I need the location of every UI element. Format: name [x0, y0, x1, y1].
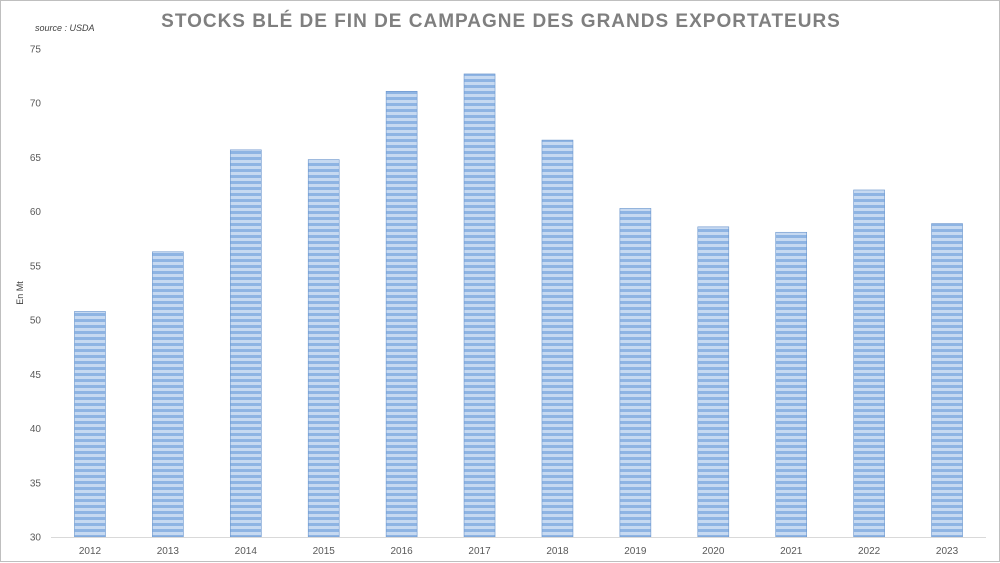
- bar-2015: [307, 159, 340, 538]
- y-axis-title: En Mt: [15, 281, 25, 305]
- bar-2019: [619, 208, 652, 538]
- x-axis: 2012 2013 2014 2015 2016 2017 2018 2019 2020 2021…: [79, 546, 959, 557]
- bar-2021: [775, 231, 808, 538]
- y-tick-label: 65: [30, 153, 42, 164]
- y-tick-label: 55: [30, 261, 42, 272]
- bar-2012: [74, 311, 106, 538]
- chart-title: STOCKS BLÉ DE FIN DE CAMPAGNE DES GRANDS…: [161, 11, 841, 32]
- x-tick-label: 2021: [780, 546, 803, 557]
- bar-2017: [463, 73, 496, 538]
- x-tick-label: 2014: [235, 546, 258, 557]
- bar-2023: [931, 223, 963, 538]
- bar-series: [74, 73, 963, 538]
- bar-2022: [853, 189, 885, 538]
- y-axis: 30 35 40 45 50 55 60 65 70 75: [30, 45, 42, 544]
- x-tick-label: 2017: [468, 546, 491, 557]
- x-tick-label: 2022: [858, 546, 881, 557]
- x-tick-label: 2013: [157, 546, 180, 557]
- bar-2013: [152, 251, 184, 538]
- x-tick-label: 2019: [624, 546, 647, 557]
- chart-source: source : USDA: [35, 23, 95, 33]
- bar-2020: [697, 226, 730, 538]
- x-tick-label: 2020: [702, 546, 725, 557]
- y-tick-label: 70: [30, 99, 42, 110]
- bar-2018: [541, 139, 574, 538]
- y-tick-label: 40: [30, 424, 42, 435]
- y-tick-label: 30: [30, 533, 42, 544]
- y-tick-label: 35: [30, 478, 42, 489]
- x-tick-label: 2012: [79, 546, 102, 557]
- x-tick-label: 2023: [936, 546, 959, 557]
- y-tick-label: 50: [30, 316, 42, 327]
- bar-2014: [229, 149, 262, 538]
- y-tick-label: 60: [30, 207, 42, 218]
- bar-2016: [385, 90, 418, 538]
- x-tick-label: 2016: [391, 546, 414, 557]
- y-tick-label: 75: [30, 45, 42, 56]
- y-tick-label: 45: [30, 370, 42, 381]
- x-tick-label: 2018: [546, 546, 569, 557]
- x-tick-label: 2015: [313, 546, 336, 557]
